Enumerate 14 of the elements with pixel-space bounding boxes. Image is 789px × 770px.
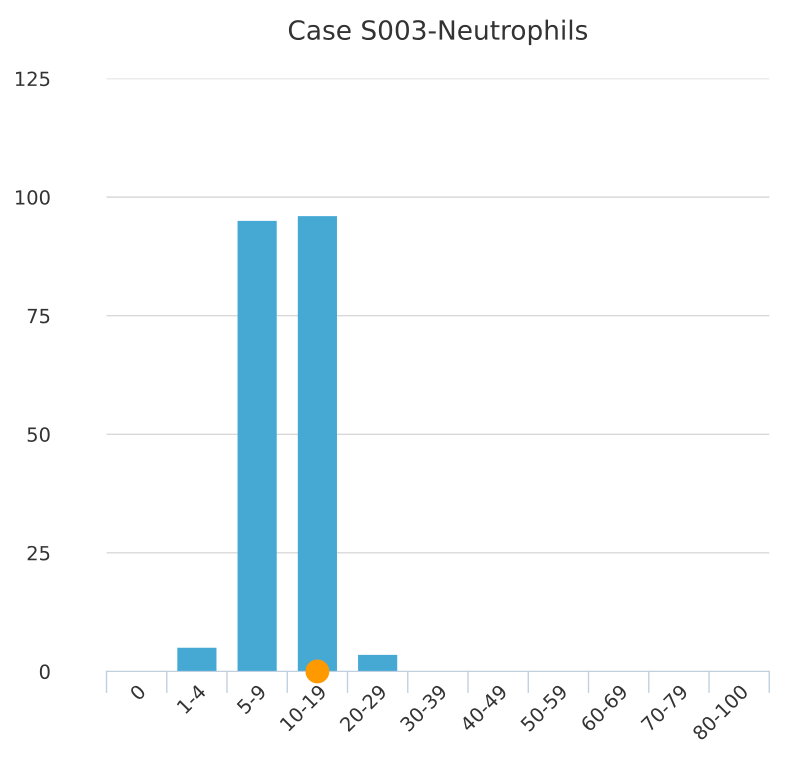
y-tick-label: 100 [16,190,50,205]
x-tick-label: 5-9 [236,684,267,715]
x-tick-label: 0 [129,684,146,702]
y-tick-label: 0 [40,664,50,680]
chart-title: Case S003-Neutrophils [288,20,588,46]
bar [358,654,398,672]
bar [238,220,277,672]
y-tick-label: 25 [28,546,50,561]
x-tick-label: 1-4 [176,684,207,714]
y-tick-label: 125 [16,71,50,86]
bar [298,216,337,672]
bar [177,648,216,672]
y-tick-label: 75 [28,308,50,324]
y-tick-label: 50 [28,427,50,442]
